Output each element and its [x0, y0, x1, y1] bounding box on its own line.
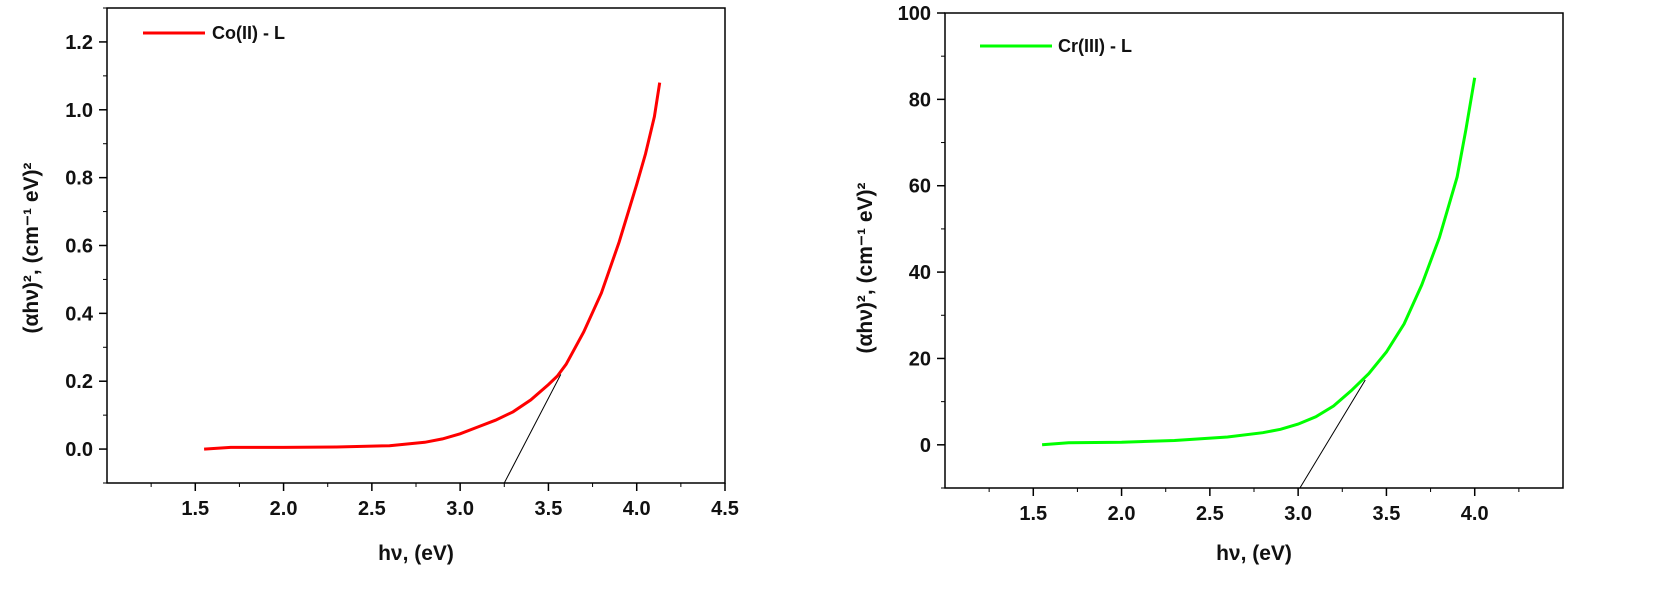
- y-tick-label: 0.6: [65, 236, 93, 258]
- tangent-line: [1299, 379, 1366, 489]
- y-tick-label: 0.8: [65, 168, 93, 190]
- x-tick-label: 2.5: [1196, 503, 1224, 525]
- y-tick-label: 1.2: [65, 32, 93, 54]
- x-tick-label: 4.0: [623, 498, 651, 520]
- y-axis-title: (αhν)², (cm⁻¹ eV)²: [854, 182, 877, 353]
- y-axis-ticks: 0 20 40 60 80 100: [898, 3, 945, 489]
- series-line-cr: [1041, 77, 1477, 447]
- x-tick-label: 3.5: [1373, 503, 1401, 525]
- x-tick-label: 4.0: [1461, 503, 1489, 525]
- x-tick-label: 3.0: [1284, 503, 1312, 525]
- x-tick-label: 2.0: [1108, 503, 1136, 525]
- series-line-co: [204, 82, 662, 451]
- x-tick-label: 2.5: [358, 498, 386, 520]
- x-tick-label: 4.5: [711, 498, 739, 520]
- legend-label: Cr(III) - L: [1058, 36, 1132, 56]
- plot-frame: [944, 12, 1564, 489]
- tangent-line: [503, 374, 562, 484]
- x-axis-title: hν, (eV): [1216, 542, 1292, 565]
- x-axis-title: hν, (eV): [378, 542, 454, 565]
- x-tick-label: 1.5: [1019, 503, 1047, 525]
- y-tick-label: 0.2: [65, 371, 93, 393]
- x-tick-label: 3.0: [446, 498, 474, 520]
- y-tick-label: 1.0: [65, 100, 93, 122]
- x-tick-label: 3.5: [535, 498, 563, 520]
- y-tick-label: 0.4: [65, 303, 94, 325]
- plot-frame: [106, 7, 726, 484]
- y-tick-label: 0.0: [65, 439, 93, 461]
- chart-cr-panel: 1.5 2.0 2.5 3.0 3.5 4.0 0 20 40 60 80 100 Cr(III) …: [854, 3, 1564, 565]
- y-axis-ticks: 0.0 0.2 0.4 0.6 0.8 1.0 1.2: [65, 7, 107, 484]
- x-tick-label: 1.5: [181, 498, 209, 520]
- y-tick-label: 100: [898, 3, 931, 25]
- x-axis-ticks: 1.5 2.0 2.5 3.0 3.5 4.0 4.5: [150, 483, 739, 520]
- y-axis-title: (αhν)², (cm⁻¹ eV)²: [20, 162, 43, 333]
- legend-label: Co(II) - L: [212, 23, 285, 43]
- y-tick-label: 60: [909, 176, 931, 198]
- y-tick-label: 20: [909, 348, 931, 370]
- x-tick-label: 2.0: [270, 498, 298, 520]
- y-tick-label: 80: [909, 89, 931, 111]
- y-tick-label: 40: [909, 262, 931, 284]
- chart-co-panel: 1.5 2.0 2.5 3.0 3.5 4.0 4.5 0.0 0.2 0.4 0.6 0.8 1.0…: [20, 7, 739, 565]
- x-axis-ticks: 1.5 2.0 2.5 3.0 3.5 4.0: [988, 488, 1520, 525]
- y-tick-label: 0: [920, 435, 931, 457]
